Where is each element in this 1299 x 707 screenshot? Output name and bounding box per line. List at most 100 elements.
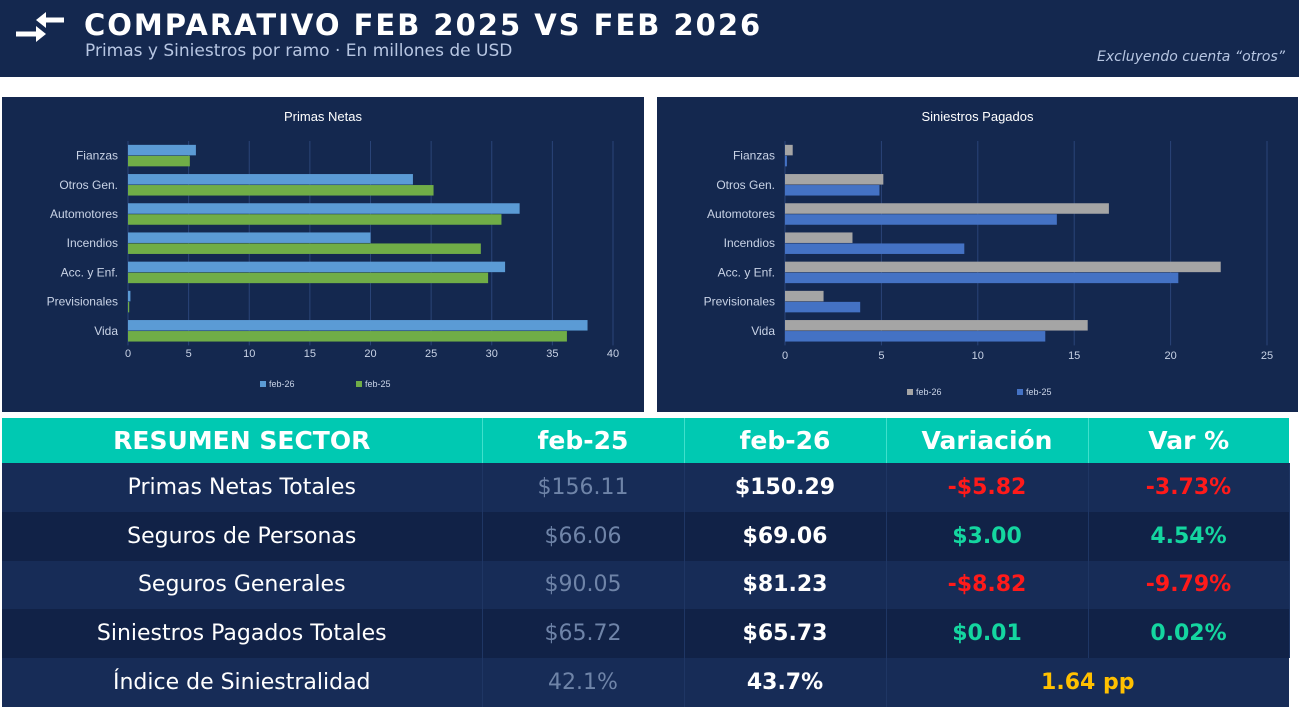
row-variation: $0.01 (886, 609, 1089, 659)
category-label: Acc. y Enf. (718, 265, 775, 279)
legend-label: feb-26 (916, 387, 942, 397)
bar-feb-25 (128, 185, 434, 196)
legend-swatch (907, 389, 913, 395)
x-tick-label: 10 (243, 348, 255, 360)
row-variation-pct: -3.73% (1088, 463, 1290, 512)
table-row: Índice de Siniestralidad 42.1% 43.7% 1.6… (2, 658, 1289, 707)
row-cur-value: $65.73 (684, 609, 887, 659)
page-title: COMPARATIVO FEB 2025 VS FEB 2026 (84, 8, 763, 42)
bar-feb-25 (785, 272, 1179, 284)
bar-feb-26 (128, 174, 413, 185)
legend-swatch (1017, 389, 1023, 395)
header-feb26: feb-26 (684, 418, 887, 463)
bar-feb-26 (785, 232, 853, 243)
row-variation-pct: -9.79% (1088, 560, 1290, 610)
x-tick-label: 0 (782, 350, 788, 362)
header-banner: COMPARATIVO FEB 2025 VS FEB 2026 Primas … (0, 0, 1299, 77)
x-tick-label: 15 (304, 348, 316, 360)
row-prev-value: $156.11 (482, 463, 685, 512)
row-cur-value: $150.29 (684, 463, 887, 512)
chart-title: Primas Netas (283, 109, 363, 124)
bar-feb-26 (785, 144, 793, 156)
bar-feb-25 (128, 301, 130, 313)
bar-feb-26 (785, 261, 1221, 273)
bar-feb-25 (785, 155, 787, 167)
chart-svg: 0 5 10 15 20 25 Fianzas Otros Gen. Automotores In… (704, 141, 1273, 397)
legend-label: feb-25 (1026, 387, 1052, 397)
x-tick-label: 5 (186, 348, 192, 360)
chart-siniestros-pagados: Siniestros Pagados 0 5 10 15 20 25 Fianzas Otro… (657, 97, 1298, 412)
category-label: Incendios (724, 236, 775, 250)
chart-svg: 0 5 10 15 20 25 30 35 40 Fianzas Otros Gen. Automot… (47, 141, 619, 389)
row-cur-value: $81.23 (684, 560, 887, 610)
row-variation: -$5.82 (886, 463, 1089, 512)
category-label: Fianzas (733, 149, 775, 163)
bar-feb-26 (785, 320, 1088, 331)
x-tick-label: 20 (1164, 350, 1176, 362)
category-label: Incendios (67, 236, 118, 250)
bar-feb-26 (785, 174, 884, 185)
header-feb25: feb-25 (482, 418, 685, 463)
row-prev-value: 42.1% (482, 658, 685, 707)
category-label: Otros Gen. (716, 178, 775, 192)
row-cur-value: 43.7% (684, 658, 887, 707)
category-label: Previsionales (704, 295, 775, 309)
summary-header-row: RESUMEN SECTOR feb-25 feb-26 Variación V… (2, 418, 1289, 463)
bar-feb-26 (128, 261, 506, 273)
category-label: Automotores (707, 207, 775, 221)
bar-feb-26 (785, 290, 824, 302)
row-variation-pp: 1.64 pp (886, 658, 1289, 707)
row-label: Índice de Siniestralidad (2, 658, 483, 707)
x-tick-label: 5 (878, 350, 884, 362)
x-tick-label: 20 (364, 348, 376, 360)
bar-feb-25 (785, 331, 1046, 342)
row-label: Seguros de Personas (2, 511, 483, 561)
row-prev-value: $66.06 (482, 511, 685, 561)
row-label: Siniestros Pagados Totales (2, 609, 483, 659)
summary-table: RESUMEN SECTOR feb-25 feb-26 Variación V… (2, 418, 1290, 707)
x-tick-label: 30 (486, 348, 498, 360)
x-tick-label: 40 (607, 348, 619, 360)
row-variation-pct: 0.02% (1088, 609, 1290, 659)
row-variation: -$8.82 (886, 560, 1089, 610)
category-label: Vida (751, 324, 775, 338)
bar-feb-25 (785, 243, 965, 254)
row-variation: $3.00 (886, 511, 1089, 561)
row-cur-value: $69.06 (684, 511, 887, 561)
bar-feb-25 (128, 243, 481, 254)
header-resumen: RESUMEN SECTOR (2, 418, 483, 463)
header-variacion: Variación (886, 418, 1089, 463)
bar-feb-25 (785, 214, 1057, 225)
category-label: Acc. y Enf. (61, 265, 118, 279)
swap-arrows-icon (16, 12, 64, 42)
category-label: Fianzas (76, 149, 118, 163)
row-label: Seguros Generales (2, 560, 483, 610)
bar-feb-25 (128, 272, 489, 284)
bar-feb-26 (128, 144, 196, 156)
bar-feb-25 (128, 331, 567, 342)
table-row: Primas Netas Totales $156.11 $150.29 -$5… (2, 463, 1290, 512)
bar-feb-26 (128, 290, 131, 302)
bar-feb-26 (785, 203, 1109, 214)
x-tick-label: 25 (425, 348, 437, 360)
x-tick-label: 25 (1261, 350, 1273, 362)
x-tick-label: 15 (1068, 350, 1080, 362)
x-tick-label: 0 (125, 348, 131, 360)
row-prev-value: $90.05 (482, 560, 685, 610)
x-tick-label: 10 (972, 350, 984, 362)
category-label: Previsionales (47, 295, 118, 309)
chart-title: Siniestros Pagados (921, 109, 1034, 124)
category-label: Automotores (50, 207, 118, 221)
table-row: Siniestros Pagados Totales $65.72 $65.73… (2, 609, 1290, 659)
bar-feb-26 (128, 203, 520, 214)
row-variation-pct: 4.54% (1088, 511, 1290, 561)
row-label: Primas Netas Totales (2, 463, 483, 512)
row-prev-value: $65.72 (482, 609, 685, 659)
bar-feb-26 (128, 320, 588, 331)
legend-label: feb-25 (365, 379, 391, 389)
header-var-pct: Var % (1088, 418, 1289, 463)
bar-feb-25 (128, 214, 502, 225)
table-row: Seguros de Personas $66.06 $69.06 $3.00 … (2, 511, 1290, 561)
page-subtitle: Primas y Siniestros por ramo · En millon… (85, 41, 513, 61)
legend-swatch (356, 381, 362, 387)
